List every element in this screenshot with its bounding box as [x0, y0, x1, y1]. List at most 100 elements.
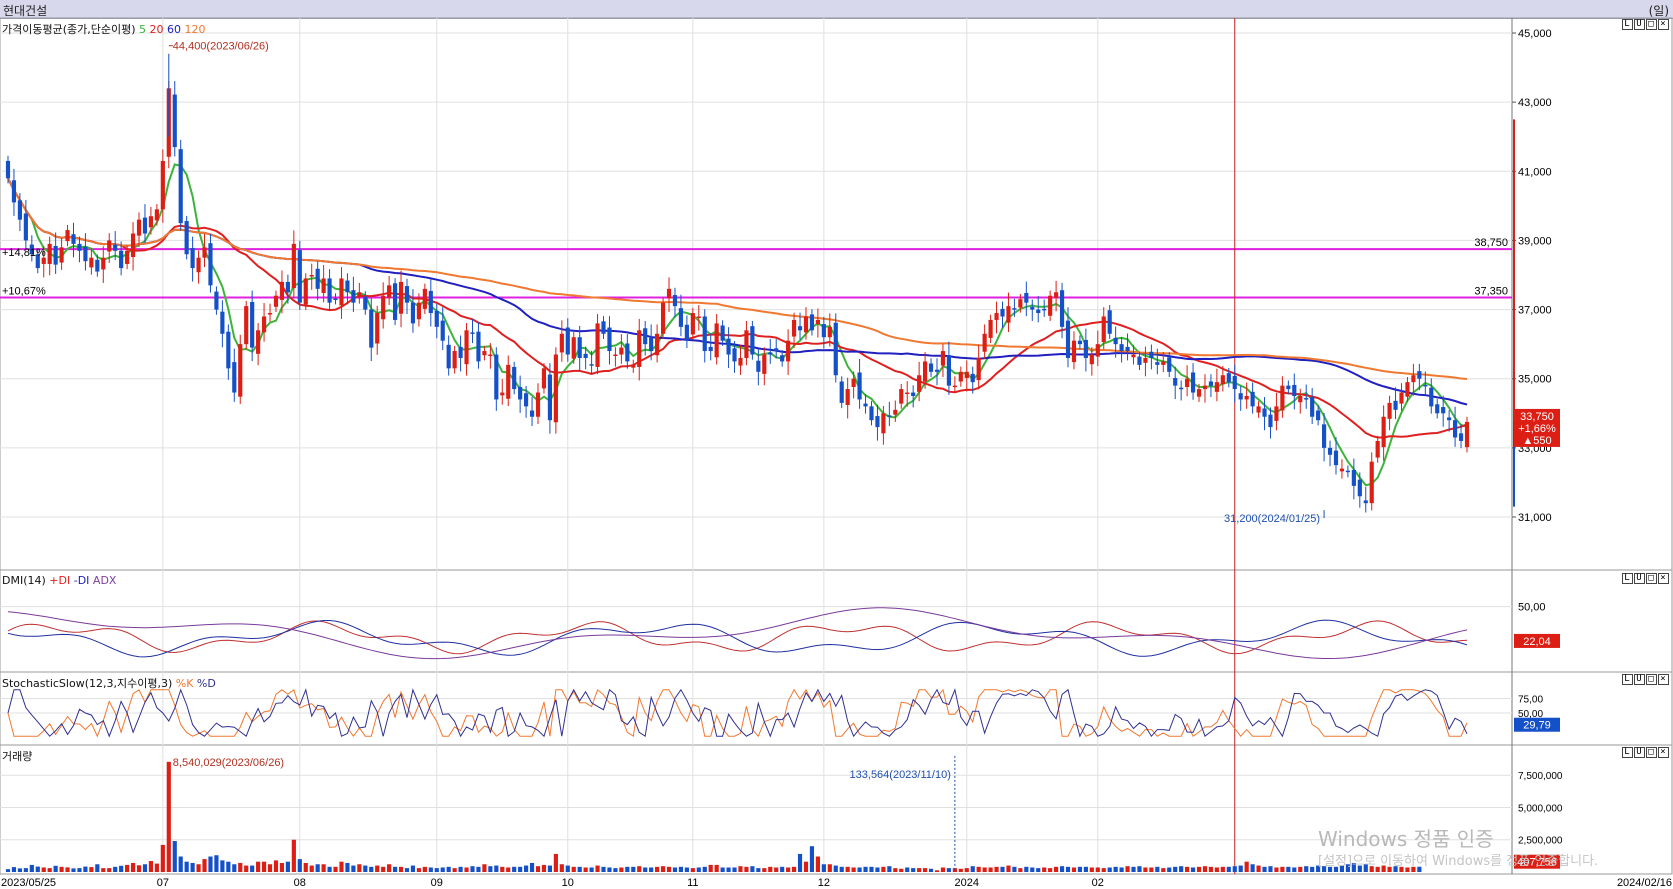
volume-bar — [869, 866, 874, 872]
candle-body — [5, 160, 11, 179]
candle-body — [780, 355, 785, 362]
volume-bar — [1173, 866, 1178, 872]
panel-up-button[interactable]: U — [1634, 573, 1645, 584]
candle-body — [631, 364, 636, 368]
last-change: ▲550 — [1522, 435, 1551, 447]
volume-bar — [1167, 867, 1172, 872]
volume-bar — [928, 868, 934, 872]
volume-bar — [529, 862, 535, 872]
price-panel-controls[interactable]: L U □ × — [1621, 19, 1669, 30]
volume-panel-controls[interactable]: L U □ × — [1621, 747, 1669, 758]
volume-bar — [863, 866, 868, 872]
volume-bar — [1042, 867, 1047, 872]
stochastic-panel-controls[interactable]: L U □ × — [1621, 674, 1669, 685]
panel-close-button[interactable]: × — [1658, 674, 1669, 685]
volume-bar — [464, 867, 469, 872]
low-annotation: 31,200(2024/01/25) — [1224, 513, 1320, 525]
volume-bar — [1381, 865, 1386, 872]
candle-body — [1048, 295, 1053, 316]
volume-bar — [214, 855, 219, 872]
volume-bar — [780, 866, 785, 872]
volume-bar — [404, 868, 410, 872]
candle-body — [1071, 340, 1077, 363]
dmi-plus-line — [7, 620, 1468, 655]
panel-lock-button[interactable]: L — [1622, 19, 1633, 30]
dmi-panel-controls[interactable]: L U □ × — [1621, 573, 1669, 584]
candle-body — [1286, 385, 1291, 390]
candle-body — [1262, 408, 1267, 417]
candle-body — [928, 363, 934, 372]
candle-body — [571, 337, 576, 359]
stochastic-d-line — [7, 688, 1468, 738]
volume-bar — [172, 841, 177, 872]
candle-body — [982, 333, 987, 352]
candle-body — [238, 344, 243, 397]
dmi-adx-line — [7, 607, 1468, 660]
panel-close-button[interactable]: × — [1658, 19, 1669, 30]
volume-bar — [160, 844, 165, 872]
panel-up-button[interactable]: U — [1634, 19, 1645, 30]
panel-lock-button[interactable]: L — [1622, 674, 1633, 685]
stoch-k-label: %K — [175, 677, 194, 690]
panel-up-button[interactable]: U — [1634, 674, 1645, 685]
panel-close-button[interactable]: × — [1658, 747, 1669, 758]
volume-bar — [946, 868, 951, 872]
volume-bar — [47, 868, 52, 872]
volume-bar — [220, 860, 225, 872]
candle-body — [297, 250, 302, 303]
candle-body — [446, 344, 451, 369]
stochastic-k-line — [7, 688, 1468, 738]
candle-body — [148, 216, 154, 228]
period-unit-button[interactable]: (일) — [1648, 4, 1669, 18]
panel-up-button[interactable]: U — [1634, 747, 1645, 758]
volume-bar — [1351, 862, 1356, 872]
candle-body — [1214, 382, 1219, 392]
volume-bar — [113, 866, 118, 872]
candle-body — [643, 328, 648, 345]
candle-body — [1393, 400, 1398, 410]
panel-close-button[interactable]: × — [1658, 573, 1669, 584]
candle-body — [1339, 468, 1345, 472]
volume-bar — [649, 867, 654, 872]
volume-bar — [136, 865, 142, 872]
panel-maximize-button[interactable]: □ — [1646, 747, 1657, 758]
volume-last-value: 407,756 — [1517, 857, 1557, 869]
candle-body — [369, 309, 374, 348]
candle-body — [583, 353, 588, 358]
volume-bar — [89, 867, 94, 872]
candle-body — [809, 314, 815, 331]
volume-tick-label: 5,000,000 — [1518, 803, 1563, 814]
candle-body — [857, 372, 862, 400]
candle-body — [708, 346, 713, 352]
candle-body — [1304, 398, 1309, 400]
volume-bar — [696, 867, 701, 872]
panel-maximize-button[interactable]: □ — [1646, 674, 1657, 685]
volume-bar — [1083, 866, 1088, 872]
volume-bar — [1161, 868, 1166, 872]
candle-body — [994, 313, 999, 320]
candle-body — [923, 361, 928, 382]
volume-bar — [1137, 866, 1142, 872]
volume-tick-label: 2,500,000 — [1518, 836, 1563, 847]
panel-lock-button[interactable]: L — [1622, 573, 1633, 584]
volume-bar — [256, 861, 261, 872]
candle-body — [160, 160, 165, 210]
volume-bar — [821, 864, 826, 872]
candle-body — [1411, 375, 1416, 383]
volume-bar — [130, 862, 136, 872]
candle-body — [827, 326, 832, 338]
volume-bar — [1262, 866, 1267, 872]
panel-maximize-button[interactable]: □ — [1646, 19, 1657, 30]
panel-maximize-button[interactable]: □ — [1646, 573, 1657, 584]
candle-body — [666, 288, 672, 299]
panel-lock-button[interactable]: L — [1622, 747, 1633, 758]
candle-body — [1464, 421, 1470, 448]
candle-body — [655, 333, 660, 356]
volume-bar — [905, 867, 910, 872]
volume-bar — [1316, 865, 1321, 872]
volume-bar — [1048, 868, 1053, 872]
candle-body — [1441, 407, 1446, 414]
volume-bar — [1399, 866, 1404, 872]
candle-body — [1417, 371, 1422, 379]
